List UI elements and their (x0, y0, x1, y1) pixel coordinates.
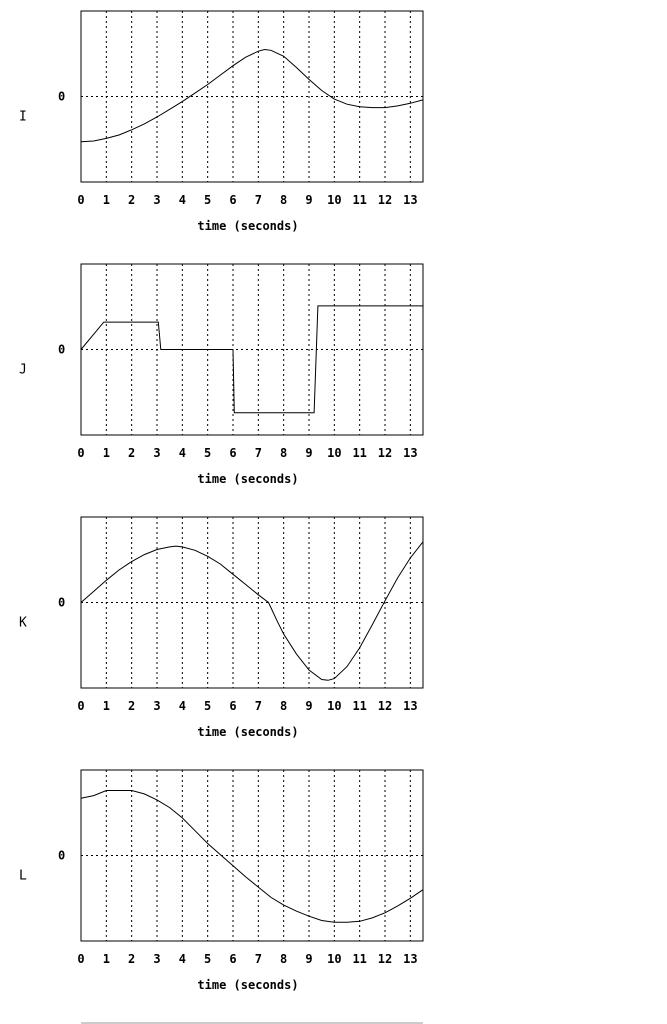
y-tick-label: 0 (58, 596, 65, 610)
x-tick-label: 13 (403, 952, 417, 966)
x-tick-label: 12 (378, 446, 392, 460)
x-tick-label: 12 (378, 952, 392, 966)
y-tick-label: 0 (58, 343, 65, 357)
x-tick-label: 11 (352, 699, 366, 713)
x-tick-label: 3 (153, 446, 160, 460)
x-tick-label: 6 (229, 952, 236, 966)
panel-label: I (19, 109, 27, 124)
x-tick-label: 8 (280, 193, 287, 207)
x-tick-label: 13 (403, 193, 417, 207)
x-tick-label: 11 (352, 193, 366, 207)
x-tick-label: 12 (378, 699, 392, 713)
x-tick-label: 5 (204, 952, 211, 966)
x-tick-label: 6 (229, 699, 236, 713)
x-tick-label: 1 (103, 446, 110, 460)
x-tick-label: 10 (327, 193, 341, 207)
series-line (80, 305, 423, 414)
x-tick-label: 7 (255, 699, 262, 713)
x-tick-label: 13 (403, 446, 417, 460)
x-tick-label: 0 (77, 952, 84, 966)
x-tick-label: 10 (327, 699, 341, 713)
x-tick-label: 0 (77, 699, 84, 713)
plot-frame (80, 769, 424, 942)
x-tick-label: 5 (204, 699, 211, 713)
series-line (80, 48, 424, 143)
x-tick-label: 1 (103, 699, 110, 713)
series-line (80, 541, 424, 681)
plot-frame (80, 10, 424, 183)
x-axis-label: time (seconds) (197, 472, 298, 486)
x-tick-label: 3 (153, 952, 160, 966)
x-tick-label: 4 (179, 446, 186, 460)
x-tick-label: 8 (280, 952, 287, 966)
x-tick-label: 4 (179, 952, 186, 966)
x-tick-label: 7 (255, 952, 262, 966)
x-tick-label: 2 (128, 446, 135, 460)
panel-label: K (19, 615, 27, 630)
x-tick-label: 0 (77, 446, 84, 460)
x-tick-label: 1 (103, 193, 110, 207)
x-tick-label: 3 (153, 193, 160, 207)
panel-label: J (19, 362, 27, 377)
x-axis-label: time (seconds) (197, 725, 298, 739)
y-tick-label: 0 (58, 849, 65, 863)
x-tick-label: 10 (327, 952, 341, 966)
x-tick-label: 2 (128, 699, 135, 713)
x-tick-label: 2 (128, 193, 135, 207)
x-tick-label: 10 (327, 446, 341, 460)
x-tick-label: 1 (103, 952, 110, 966)
x-tick-label: 5 (204, 193, 211, 207)
x-tick-label: 6 (229, 446, 236, 460)
x-tick-label: 9 (305, 446, 312, 460)
x-tick-label: 8 (280, 699, 287, 713)
x-tick-label: 0 (77, 193, 84, 207)
x-tick-label: 8 (280, 446, 287, 460)
x-tick-label: 12 (378, 193, 392, 207)
x-tick-label: 7 (255, 446, 262, 460)
x-tick-label: 9 (305, 952, 312, 966)
x-tick-label: 5 (204, 446, 211, 460)
x-tick-label: 2 (128, 952, 135, 966)
x-tick-label: 3 (153, 699, 160, 713)
x-tick-label: 4 (179, 193, 186, 207)
series-line (80, 790, 424, 923)
x-axis-label: time (seconds) (197, 219, 298, 233)
panel-label: L (19, 868, 27, 883)
x-tick-label: 9 (305, 699, 312, 713)
x-tick-label: 4 (179, 699, 186, 713)
x-tick-label: 11 (352, 446, 366, 460)
x-tick-label: 9 (305, 193, 312, 207)
x-tick-label: 6 (229, 193, 236, 207)
y-tick-label: 0 (58, 90, 65, 104)
x-axis-label: time (seconds) (197, 978, 298, 992)
x-tick-label: 7 (255, 193, 262, 207)
x-tick-label: 13 (403, 699, 417, 713)
x-tick-label: 11 (352, 952, 366, 966)
